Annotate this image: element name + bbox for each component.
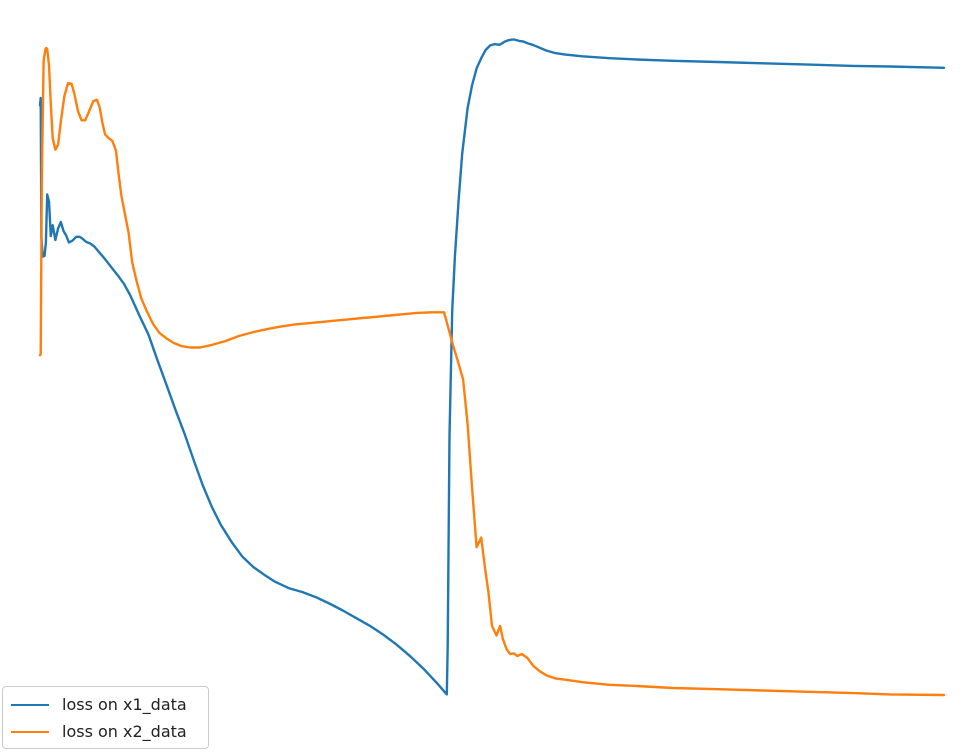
legend-label-x2: loss on x2_data [62,722,187,741]
legend: loss on x1_data loss on x2_data [2,686,209,749]
legend-item-x1: loss on x1_data [11,691,200,718]
legend-swatch-x2 [11,730,49,733]
legend-label-x1: loss on x1_data [62,695,187,714]
legend-item-x2: loss on x2_data [11,718,200,745]
series-line-2 [38,46,946,697]
legend-swatch-x1 [11,703,49,706]
series-line-1 [38,38,946,696]
